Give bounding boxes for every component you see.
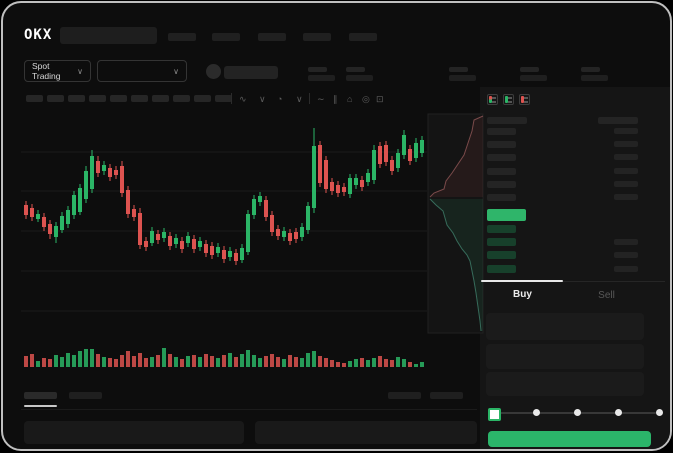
coin-icon: [206, 64, 221, 79]
compare-lines-icon[interactable]: ∥: [333, 94, 338, 104]
timeframe-pill-placeholder[interactable]: [110, 95, 127, 102]
nav-item-placeholder[interactable]: [349, 33, 377, 41]
ask-amount-placeholder: [614, 154, 638, 160]
ticker-stat-label-placeholder: [308, 67, 327, 72]
timeframe-pill-placeholder[interactable]: [89, 95, 106, 102]
nav-item-placeholder[interactable]: [258, 33, 286, 41]
ticker-stat-label-placeholder: [449, 67, 468, 72]
timeframe-pill-placeholder[interactable]: [68, 95, 85, 102]
interval-clock-icon[interactable]: ◔: [277, 94, 283, 104]
line-tool-icon[interactable]: ∼: [317, 94, 325, 104]
amount-slider-track[interactable]: [490, 412, 656, 414]
orderbook-header-amount-placeholder: [598, 117, 638, 124]
ask-amount-placeholder: [614, 168, 638, 174]
ask-price-placeholder[interactable]: [487, 194, 516, 201]
bottom-action-placeholder[interactable]: [388, 392, 421, 399]
timeframe-pill-placeholder[interactable]: [215, 95, 232, 102]
timeframe-pill-placeholder[interactable]: [131, 95, 148, 102]
ask-price-placeholder[interactable]: [487, 141, 516, 148]
bottom-tab-active-placeholder[interactable]: [24, 392, 57, 399]
fullscreen-icon[interactable]: ⊡: [376, 94, 384, 104]
toolbar-divider: [231, 93, 232, 104]
timeframe-pill-placeholder[interactable]: [173, 95, 190, 102]
ask-price-placeholder[interactable]: [487, 154, 516, 161]
ticker-stat-label-placeholder: [346, 67, 365, 72]
chevron-down-icon[interactable]: ∨: [259, 94, 266, 104]
nav-item-placeholder[interactable]: [212, 33, 240, 41]
bottom-summary-box: [24, 421, 244, 444]
okx-logo[interactable]: OKX: [24, 27, 53, 43]
ask-price-placeholder[interactable]: [487, 128, 516, 135]
ticker-stat-value-placeholder: [581, 75, 608, 81]
ticker-stat-label-placeholder: [520, 67, 539, 72]
timeframe-pill-placeholder[interactable]: [194, 95, 211, 102]
bid-price-placeholder[interactable]: [487, 251, 516, 259]
market-type-dropdown[interactable]: Spot Trading ∨: [24, 60, 91, 82]
active-tab-indicator: [481, 280, 563, 282]
ticker-stat-value-placeholder: [449, 75, 476, 81]
orderbook-layout-icon[interactable]: [503, 94, 514, 105]
bid-amount-placeholder: [614, 252, 638, 258]
ticker-stat-value-placeholder: [520, 75, 547, 81]
ask-amount-placeholder: [614, 128, 638, 134]
search-placeholder[interactable]: [60, 27, 157, 44]
bid-amount-placeholder: [614, 266, 638, 272]
bid-price-placeholder[interactable]: [487, 225, 516, 233]
slider-step-dot[interactable]: [574, 409, 581, 416]
ask-amount-placeholder: [614, 141, 638, 147]
chevron-down-icon[interactable]: ∨: [296, 94, 303, 104]
pair-name-placeholder: [224, 66, 278, 79]
chevron-down-icon: ∨: [77, 66, 83, 76]
bottom-tab-placeholder[interactable]: [69, 392, 102, 399]
target-icon[interactable]: ◎: [362, 94, 370, 104]
snapshot-icon[interactable]: ⌂: [347, 94, 353, 104]
order-input-placeholder[interactable]: [486, 372, 644, 396]
orderbook-layout-icon[interactable]: [487, 94, 498, 105]
tab-buy[interactable]: Buy: [513, 289, 532, 300]
order-input-placeholder[interactable]: [486, 313, 644, 340]
tabs-divider: [481, 281, 665, 282]
ticker-stat-label-placeholder: [581, 67, 600, 72]
slider-step-dot[interactable]: [615, 409, 622, 416]
order-input-placeholder[interactable]: [486, 344, 644, 369]
ask-amount-placeholder: [614, 194, 638, 200]
bid-amount-placeholder: [614, 239, 638, 245]
orderbook-header-price-placeholder: [487, 117, 527, 124]
chevron-down-icon: ∨: [173, 66, 179, 76]
ticker-stat-value-placeholder: [308, 75, 335, 81]
nav-item-placeholder[interactable]: [168, 33, 196, 41]
bottom-divider: [21, 409, 477, 410]
toolbar-divider: [309, 93, 310, 104]
last-price-highlight[interactable]: [487, 209, 526, 221]
orderbook-layout-icon[interactable]: [519, 94, 530, 105]
bid-price-placeholder[interactable]: [487, 265, 516, 273]
trading-app: OKX Spot Trading ∨ ∨ Buy Sell ∿ ∨ ◔ ∨ ∼ ∥ ⌂ ◎ ⊡: [3, 3, 670, 449]
tab-sell[interactable]: Sell: [598, 290, 615, 301]
slider-step-dot[interactable]: [533, 409, 540, 416]
nav-item-placeholder[interactable]: [303, 33, 331, 41]
pair-select-dropdown[interactable]: ∨: [97, 60, 187, 82]
market-type-label: Spot Trading: [32, 61, 61, 81]
bottom-action-placeholder[interactable]: [430, 392, 463, 399]
bottom-tab-underline: [24, 405, 57, 407]
ask-price-placeholder[interactable]: [487, 181, 516, 188]
ask-amount-placeholder: [614, 181, 638, 187]
bottom-summary-box: [255, 421, 477, 444]
slider-handle[interactable]: [488, 408, 501, 421]
ask-price-placeholder[interactable]: [487, 168, 516, 175]
slider-step-dot[interactable]: [656, 409, 663, 416]
timeframe-pill-placeholder[interactable]: [26, 95, 43, 102]
bid-price-placeholder[interactable]: [487, 238, 516, 246]
indicator-wave-icon[interactable]: ∿: [239, 94, 247, 104]
buy-submit-button[interactable]: [488, 431, 651, 447]
timeframe-pill-placeholder[interactable]: [47, 95, 64, 102]
timeframe-pill-placeholder[interactable]: [152, 95, 169, 102]
ticker-stat-value-placeholder: [346, 75, 373, 81]
